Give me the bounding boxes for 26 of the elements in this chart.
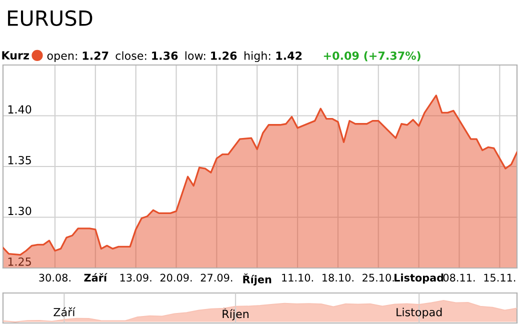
- x-tick-label: 11.10.: [282, 274, 313, 282]
- y-tick-label: 1.30: [8, 206, 32, 216]
- x-tick-label: Září: [54, 307, 76, 316]
- x-tick-label: 25.10.: [362, 274, 394, 282]
- text: close: 1.36: [116, 51, 178, 60]
- chart-title: EURUSD: [8, 10, 92, 26]
- x-tick-label: 15.11.: [484, 274, 516, 282]
- text: +0.09 (+7.37%): [324, 51, 420, 62]
- x-tick-label: 18.10.: [322, 274, 354, 282]
- y-tick-label: 1.25: [8, 257, 31, 266]
- y-tick-label: 1.35: [8, 156, 31, 164]
- x-tick-label: Říjen: [222, 308, 248, 320]
- x-tick-label: Listopad: [394, 274, 444, 284]
- legend-label: Kurz: [2, 51, 29, 60]
- x-tick-label: Listopad: [396, 308, 442, 318]
- x-tick-label: Říjen: [243, 274, 272, 286]
- x-tick-label: 13.09.: [120, 274, 152, 282]
- text: low: 1.26: [185, 51, 237, 60]
- x-tick-label: 30.08.: [39, 274, 70, 282]
- text: open: 1.27: [47, 51, 108, 62]
- x-tick-label: Září: [84, 273, 108, 282]
- x-tick-label: 08.11.: [443, 274, 475, 282]
- text: high: 1.42: [244, 51, 302, 62]
- x-tick-label: 20.09.: [160, 274, 192, 282]
- x-tick-label: 27.09.: [200, 274, 232, 282]
- y-tick-label: 1.40: [8, 105, 32, 114]
